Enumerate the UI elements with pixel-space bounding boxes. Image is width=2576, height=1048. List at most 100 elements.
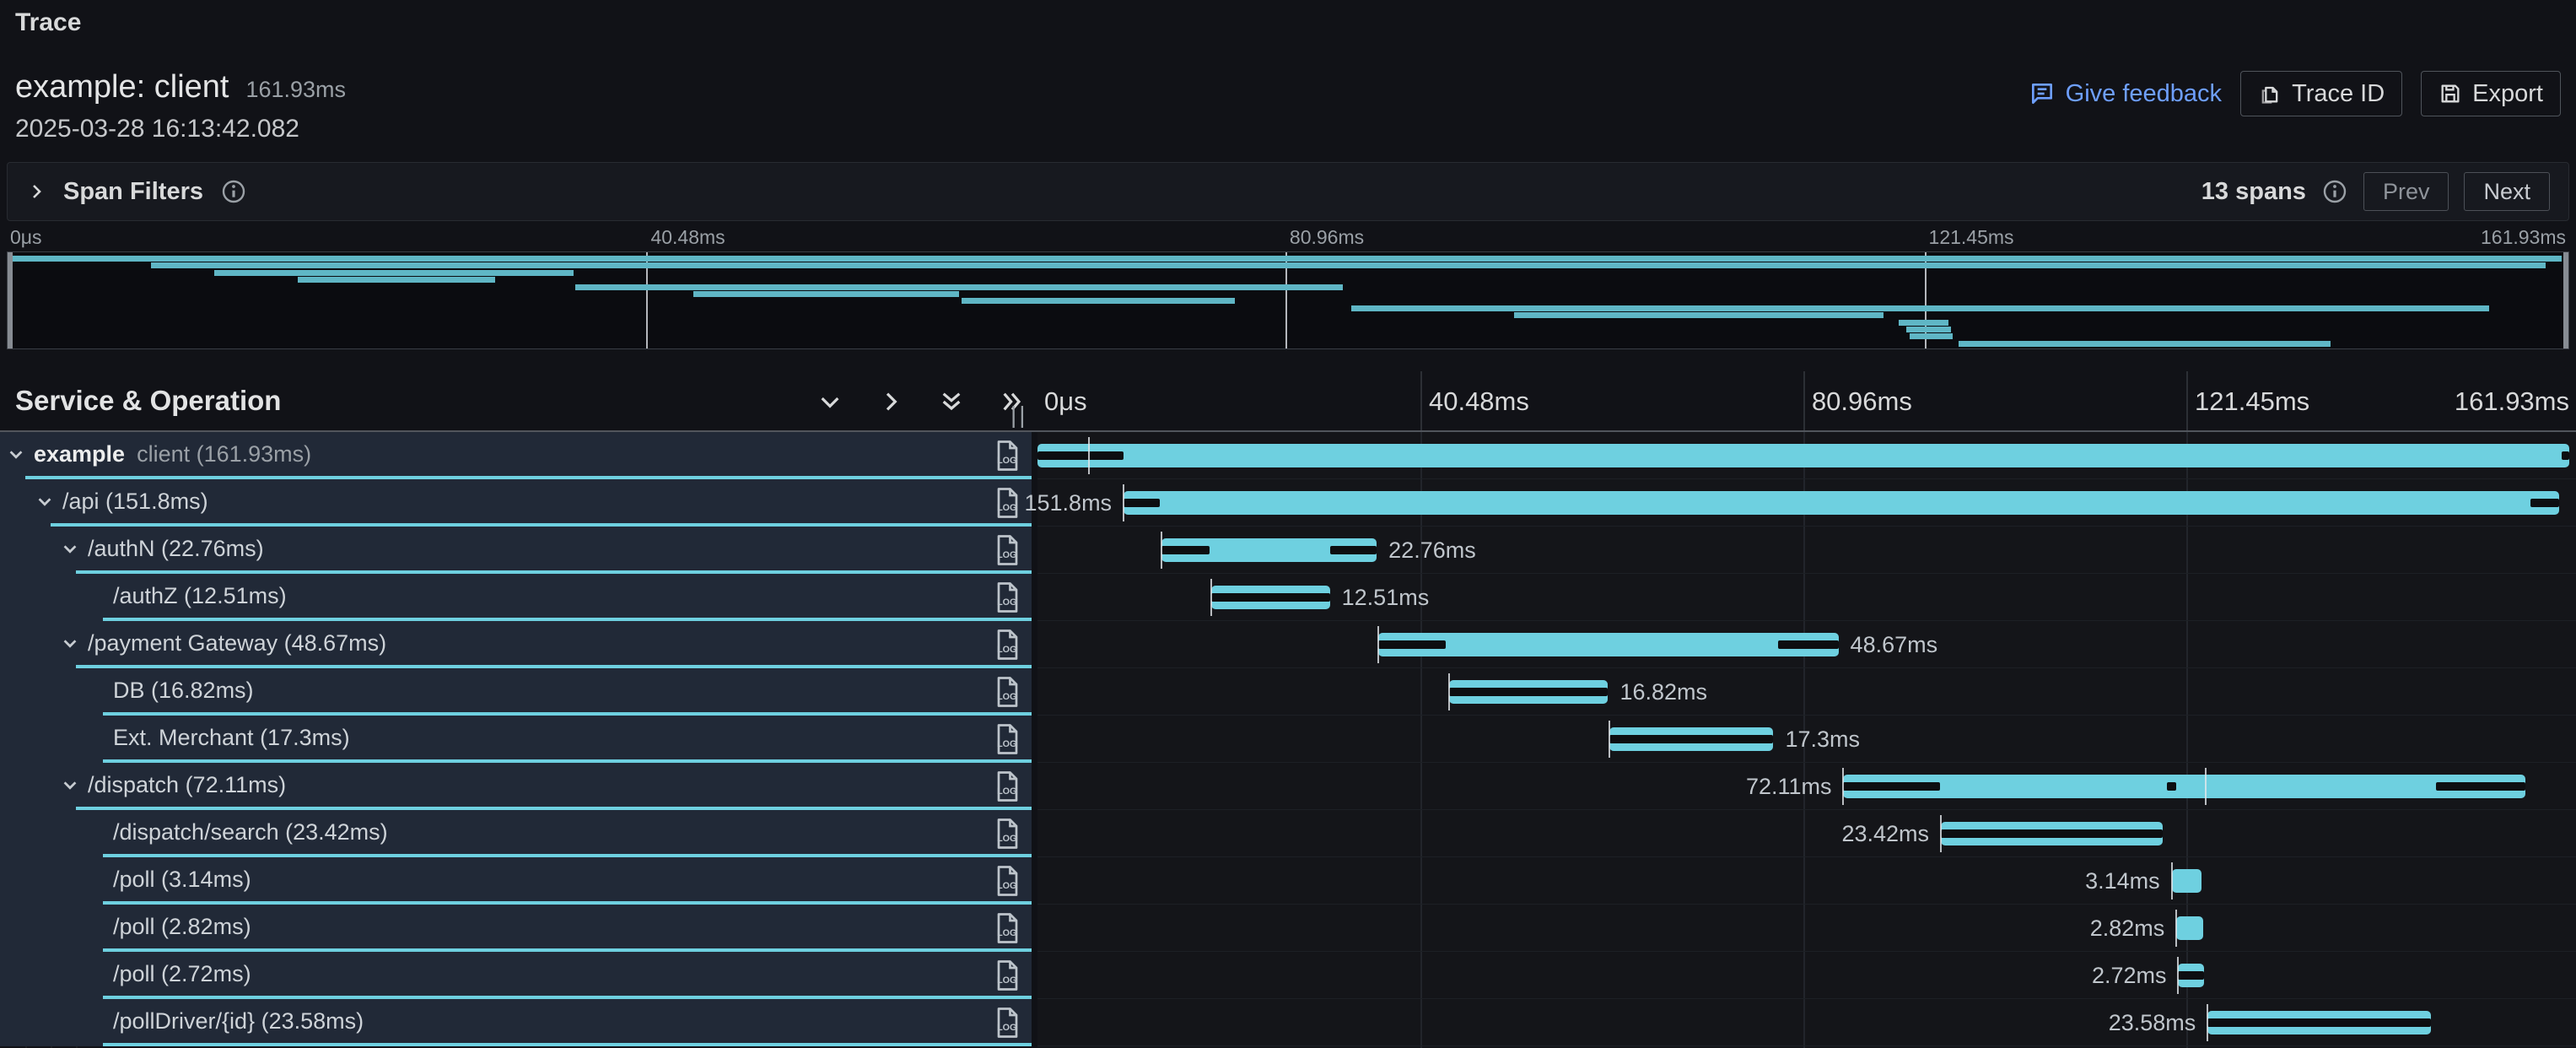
minimap-axis: 0μs40.48ms80.96ms121.45ms161.93ms [7,226,2569,250]
span-logs-button[interactable]: LOG [991,721,1021,757]
chevron-down-icon[interactable] [35,493,54,511]
span-event-tick [2171,862,2173,899]
span-row[interactable]: Ext. Merchant (17.3ms)LOG [0,716,1032,763]
info-icon[interactable] [220,178,247,205]
span-logs-button[interactable]: LOG [991,532,1021,568]
span-logs-button[interactable]: LOG [991,627,1021,662]
timeline-axis: 0μs40.48ms80.96ms121.45ms161.93ms [1037,371,2576,430]
span-bar[interactable] [1378,633,1839,656]
minimap-tick-label: 0μs [10,226,42,249]
collapse-all-icon[interactable] [938,388,965,415]
span-event-tick [1088,437,1090,474]
span-bar[interactable] [1843,775,2525,798]
span-row[interactable]: /api (151.8ms)LOG [0,479,1032,527]
span-logs-button[interactable]: LOG [991,438,1021,473]
span-event-tick [2205,768,2207,805]
export-button[interactable]: Export [2421,71,2561,116]
critical-path-segment [1330,546,1377,554]
span-bar[interactable] [1161,538,1377,562]
expand-one-icon[interactable] [877,388,904,415]
minimap-left-handle[interactable] [8,252,13,348]
chevron-down-icon[interactable] [61,776,79,795]
timeline-gridline [2186,371,2188,430]
span-event-tick [1161,532,1162,569]
span-duration-label: 151.8ms [1025,491,1113,515]
span-row[interactable]: /dispatch (72.11ms)LOG [0,763,1032,810]
trace-id-button[interactable]: Trace ID [2240,71,2402,116]
svg-text:LOG: LOG [997,692,1016,702]
span-duration-label: 2.82ms [2090,916,2165,940]
info-icon[interactable] [2321,178,2348,205]
span-bar[interactable] [1037,444,2569,467]
span-row-label: /poll (3.14ms) [113,857,251,901]
span-logs-button[interactable]: LOG [991,816,1021,851]
timeline-gridline [1420,371,1422,430]
span-logs-button[interactable]: LOG [991,863,1021,899]
timeline-tick-label: 80.96ms [1812,386,1912,417]
span-event-tick [2175,910,2177,947]
span-bar[interactable] [2176,916,2203,940]
span-timeline-row [1037,432,2576,479]
span-row[interactable]: /dispatch/search (23.42ms) LOG [0,810,1032,857]
span-bar[interactable] [1211,586,1329,609]
give-feedback-link[interactable]: Give feedback [2029,80,2222,108]
span-row[interactable]: /authN (22.76ms)LOG [0,527,1032,574]
critical-path-segment [2530,499,2560,507]
chevron-down-icon[interactable] [61,540,79,559]
span-row[interactable]: /authZ (12.51ms)LOG [0,574,1032,621]
span-logs-button[interactable]: LOG [991,769,1021,804]
span-logs-button[interactable]: LOG [991,485,1021,521]
minimap-span-bar [1959,341,2331,347]
span-row[interactable]: /poll (3.14ms) LOG [0,857,1032,905]
span-row[interactable]: /poll (2.72ms)LOG [0,952,1032,999]
span-duration-label: 23.58ms [2109,1011,2196,1034]
span-logs-button[interactable]: LOG [991,674,1021,710]
span-bar[interactable] [1941,822,2163,845]
critical-path-segment [1609,735,1773,743]
chevron-down-icon[interactable] [7,446,25,464]
column-resize-handle[interactable]: || [1010,402,1028,429]
span-logs-button[interactable]: LOG [991,1005,1021,1040]
span-duration-label: 16.82ms [1619,680,1707,704]
svg-text:LOG: LOG [997,881,1016,891]
span-bar[interactable] [2178,964,2204,987]
chevron-down-icon[interactable] [61,635,79,653]
svg-text:LOG: LOG [997,645,1016,655]
critical-path-segment [2207,1018,2430,1027]
span-row[interactable]: /payment Gateway (48.67ms)LOG [0,621,1032,668]
span-event-tick [1842,768,1844,805]
chevron-right-icon[interactable] [26,181,46,202]
span-bar[interactable] [2172,869,2201,893]
svg-text:LOG: LOG [997,503,1016,513]
span-timeline-row: 2.82ms [1037,905,2576,952]
minimap[interactable] [7,251,2569,349]
span-duration-label: 17.3ms [1786,727,1861,751]
span-bar[interactable] [1609,727,1773,751]
svg-text:LOG: LOG [997,975,1016,986]
minimap-span-bar [1906,327,1951,332]
trace-timestamp: 2025-03-28 16:13:42.082 [15,115,299,143]
critical-path-segment [1378,640,1447,649]
span-bar[interactable] [1124,491,2559,515]
span-row-label: /dispatch/search (23.42ms) [113,810,388,854]
span-row-label: exampleclient (161.93ms) [34,432,311,476]
span-bar[interactable] [1449,680,1609,704]
collapse-one-icon[interactable] [816,388,843,415]
span-duration-label: 48.67ms [1851,633,1938,656]
span-row[interactable]: DB (16.82ms) LOG [0,668,1032,716]
span-logs-button[interactable]: LOG [991,958,1021,993]
span-row[interactable]: /pollDriver/{id} (23.58ms)LOG [0,999,1032,1046]
span-bar[interactable] [2207,1011,2430,1034]
next-span-button[interactable]: Next [2464,172,2550,211]
minimap-right-handle[interactable] [2563,252,2568,348]
span-logs-button[interactable]: LOG [991,910,1021,946]
span-event-tick [1377,626,1379,663]
span-row-label: DB (16.82ms) [113,668,254,712]
span-logs-button[interactable]: LOG [991,580,1021,615]
span-timeline-row: 23.58ms [1037,999,2576,1046]
prev-span-button[interactable]: Prev [2363,172,2449,211]
span-row[interactable]: /poll (2.82ms)LOG [0,905,1032,952]
page-title: Trace [15,8,81,37]
span-row[interactable]: exampleclient (161.93ms) LOG [0,432,1032,479]
minimap-span-bar [151,262,2546,268]
